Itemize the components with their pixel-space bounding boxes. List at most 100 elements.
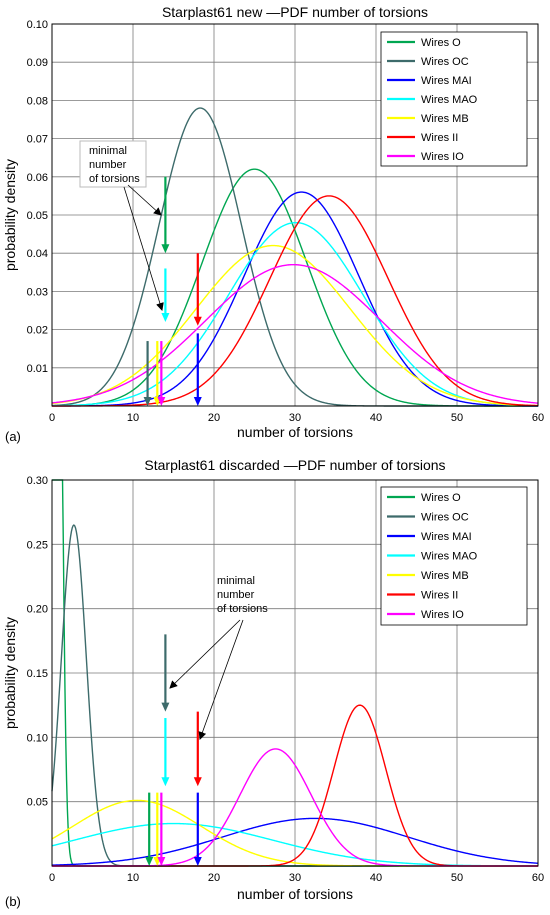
x-tick-label: 40 bbox=[370, 412, 382, 424]
y-tick-labels-a: 0.01 0.02 0.03 0.04 0.05 0.06 0.07 0.08 0.09 0.10 bbox=[27, 19, 48, 375]
legend-label: Wires O bbox=[421, 492, 461, 504]
x-tick-label: 50 bbox=[451, 872, 463, 884]
min-torsion-arrow bbox=[161, 176, 170, 254]
annotation-line-3-a: of torsions bbox=[89, 173, 140, 185]
y-tick-label: 0.20 bbox=[27, 604, 48, 616]
x-tick-label: 0 bbox=[49, 412, 55, 424]
legend-label: Wires OC bbox=[421, 56, 469, 68]
annotation-line-2-b: number bbox=[217, 589, 255, 601]
y-tick-label: 0.10 bbox=[27, 19, 48, 31]
series-line-wires-ii bbox=[52, 195, 539, 407]
annotation-line-3-b: of torsions bbox=[217, 603, 268, 615]
annotation-pointer-2-b bbox=[198, 619, 244, 740]
annotation-line-1-b: minimal bbox=[217, 575, 255, 587]
legend-item: Wires IO bbox=[387, 151, 464, 163]
y-axis-label-a: probability density bbox=[2, 159, 18, 271]
min-torsion-arrow bbox=[193, 792, 202, 866]
series-line-wires-mai bbox=[51, 817, 539, 866]
legend-item: Wires IO bbox=[387, 609, 464, 621]
y-tick-label: 0.08 bbox=[27, 95, 48, 107]
legend-item: Wires MB bbox=[387, 570, 469, 582]
legend-label: Wires II bbox=[421, 132, 458, 144]
annotation-a: minimal number of torsions bbox=[79, 140, 164, 311]
legend-item: Wires MAO bbox=[387, 94, 478, 106]
annotation-line-2-a: number bbox=[89, 159, 127, 171]
y-tick-label: 0.09 bbox=[27, 57, 48, 69]
legend-item: Wires MAI bbox=[387, 75, 472, 87]
y-tick-label: 0.06 bbox=[27, 172, 48, 184]
y-tick-labels-b: 0.05 0.10 0.15 0.20 0.25 0.30 bbox=[27, 475, 48, 809]
legend-a: Wires O Wires OC Wires MAI Wires MAO Wires M… bbox=[380, 31, 528, 167]
y-tick-label: 0.15 bbox=[27, 668, 48, 680]
min-torsion-arrow bbox=[161, 634, 170, 712]
legend-label: Wires MB bbox=[421, 113, 469, 125]
legend-item: Wires II bbox=[387, 590, 458, 602]
legend-label: Wires OC bbox=[421, 512, 469, 524]
chart-title-b: Starplast61 discarded —PDF number of tor… bbox=[144, 457, 445, 473]
panel-label-a: (a) bbox=[5, 429, 21, 444]
annotation-line-1-a: minimal bbox=[89, 145, 127, 157]
chart-panel-b: Starplast61 discarded —PDF number of tor… bbox=[2, 457, 544, 909]
x-tick-labels-a: 0 10 20 30 40 50 60 bbox=[49, 412, 544, 424]
x-axis-label-a: number of torsions bbox=[237, 424, 353, 440]
x-tick-label: 20 bbox=[208, 412, 220, 424]
x-tick-label: 10 bbox=[127, 412, 139, 424]
y-tick-label: 0.30 bbox=[27, 475, 48, 487]
annotation-pointer-1-b bbox=[169, 619, 241, 689]
x-tick-label: 40 bbox=[370, 872, 382, 884]
legend-item: Wires OC bbox=[387, 56, 469, 68]
legend-label: Wires MAO bbox=[421, 94, 478, 106]
legend-label: Wires IO bbox=[421, 151, 464, 163]
y-tick-label: 0.07 bbox=[27, 134, 48, 146]
legend-label: Wires II bbox=[421, 590, 458, 602]
min-torsion-arrow bbox=[161, 268, 170, 322]
legend-b: Wires O Wires OC Wires MAI Wires MAO Wires M… bbox=[380, 486, 528, 626]
plot-frame-b bbox=[51, 479, 539, 867]
annotation-pointer-1-a bbox=[127, 184, 162, 216]
min-torsion-arrow bbox=[161, 718, 170, 787]
legend-label: Wires IO bbox=[421, 609, 464, 621]
x-tick-label: 0 bbox=[49, 872, 55, 884]
annotation-b: minimal number of torsions bbox=[169, 575, 268, 740]
y-tick-label: 0.03 bbox=[27, 286, 48, 298]
y-tick-label: 0.01 bbox=[27, 363, 48, 375]
y-tick-label: 0.02 bbox=[27, 325, 48, 337]
legend-item: Wires MAI bbox=[387, 531, 472, 543]
x-axis-label-b: number of torsions bbox=[237, 886, 353, 902]
annotation-box-a bbox=[79, 140, 147, 188]
series-line-wires-mao bbox=[51, 221, 539, 407]
x-tick-label: 30 bbox=[289, 872, 301, 884]
annotation-pointer-2-a bbox=[123, 186, 164, 311]
legend-item: Wires O bbox=[387, 37, 461, 49]
y-tick-label: 0.25 bbox=[27, 539, 48, 551]
min-torsion-arrow bbox=[193, 711, 202, 787]
min-torsion-arrow bbox=[145, 792, 154, 866]
series-line-wires-io bbox=[51, 263, 539, 404]
panel-label-b: (b) bbox=[5, 894, 21, 909]
min-torsion-arrows-a bbox=[143, 176, 202, 406]
legend-label: Wires MB bbox=[421, 570, 469, 582]
legend-label: Wires MAI bbox=[421, 75, 472, 87]
x-tick-label: 50 bbox=[451, 412, 463, 424]
min-torsion-arrow bbox=[157, 792, 166, 866]
min-torsion-arrow bbox=[193, 253, 202, 326]
min-torsion-arrows-b bbox=[145, 634, 202, 866]
y-tick-label: 0.10 bbox=[27, 732, 48, 744]
series-line-wires-mai bbox=[52, 191, 538, 407]
legend-item: Wires MB bbox=[387, 113, 469, 125]
x-tick-label: 10 bbox=[127, 872, 139, 884]
chart-panel-a: Starplast61 new —PDF number of torsions … bbox=[2, 4, 544, 444]
legend-item: Wires O bbox=[387, 492, 461, 504]
min-torsion-arrow bbox=[157, 341, 166, 406]
x-tick-label: 60 bbox=[532, 872, 544, 884]
plot-frame-a bbox=[51, 23, 539, 407]
x-tick-label: 20 bbox=[208, 872, 220, 884]
series-line-wires-mb bbox=[51, 244, 539, 407]
x-tick-label: 30 bbox=[289, 412, 301, 424]
legend-label: Wires O bbox=[421, 37, 461, 49]
min-torsion-arrow bbox=[193, 333, 202, 406]
legend-item: Wires MAO bbox=[387, 551, 478, 563]
legend-item: Wires II bbox=[387, 132, 458, 144]
legend-label: Wires MAI bbox=[421, 531, 472, 543]
